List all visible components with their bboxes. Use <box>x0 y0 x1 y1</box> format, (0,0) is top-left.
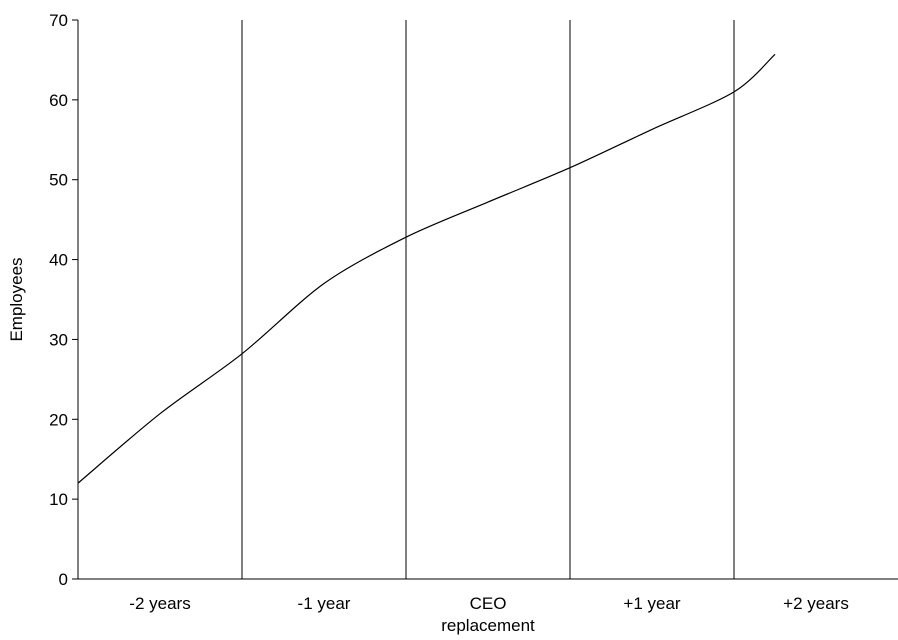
x-axis-category-labels: -2 years -1 year CEO replacement +1 year +2 y… <box>129 594 849 635</box>
y-tick-label: 60 <box>49 91 68 110</box>
y-axis-title: Employees <box>7 257 26 341</box>
x-category-label: -1 year <box>298 594 351 613</box>
y-tick-label: 20 <box>49 410 68 429</box>
series-layer <box>77 53 776 484</box>
y-axis-ticks: 0 10 20 30 40 50 60 70 <box>49 11 78 589</box>
axes <box>77 20 898 580</box>
y-tick-label: 40 <box>49 251 68 270</box>
series-line-0 <box>77 53 776 484</box>
x-category-label: CEO replacement <box>441 594 535 635</box>
category-gridlines <box>241 20 735 579</box>
y-tick-label: 10 <box>49 490 68 509</box>
y-tick-label: 50 <box>49 171 68 190</box>
y-tick-label: 70 <box>49 11 68 30</box>
x-category-label: -2 years <box>129 594 190 613</box>
x-category-label: +1 year <box>623 594 681 613</box>
y-tick-label: 30 <box>49 330 68 349</box>
y-tick-label: 0 <box>59 570 68 589</box>
x-category-label: +2 years <box>783 594 849 613</box>
